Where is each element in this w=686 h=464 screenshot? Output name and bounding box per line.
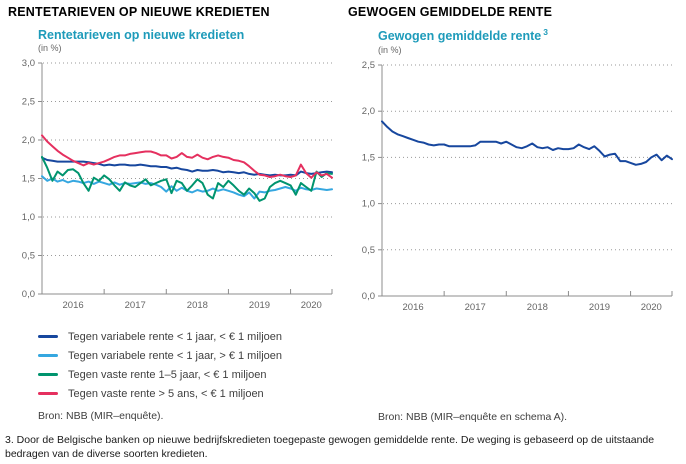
svg-text:2019: 2019 xyxy=(589,302,610,313)
right-chart-header: Gewogen gemiddelde rente 3 (in %) xyxy=(378,27,682,55)
svg-text:2,0: 2,0 xyxy=(22,135,35,146)
svg-text:0,0: 0,0 xyxy=(22,289,35,300)
left-panel: RENTETARIEVEN OP NIEUWE KREDIETEN Rentet… xyxy=(8,5,342,422)
svg-text:0,0: 0,0 xyxy=(362,291,375,302)
right-line-chart: 0,0 0,5 1,0 1,5 2,0 2,5 2016 2017 2018 2019 2020 xyxy=(348,58,682,321)
svg-text:0,5: 0,5 xyxy=(362,244,375,255)
svg-text:2020: 2020 xyxy=(641,302,662,313)
legend-line-swatch xyxy=(38,335,58,339)
left-chart-header: Rentetarieven op nieuwe kredieten (in %) xyxy=(38,28,342,53)
svg-text:0,5: 0,5 xyxy=(22,251,35,262)
svg-text:2,5: 2,5 xyxy=(362,60,375,71)
left-chart-legend: Tegen variabele rente < 1 jaar, < € 1 mi… xyxy=(38,327,342,403)
legend-line-swatch xyxy=(38,354,58,358)
svg-text:1,5: 1,5 xyxy=(362,152,375,163)
left-panel-heading: RENTETARIEVEN OP NIEUWE KREDIETEN xyxy=(8,5,270,19)
svg-text:2019: 2019 xyxy=(249,300,270,311)
svg-text:2017: 2017 xyxy=(465,302,486,313)
left-line-chart: 0,0 0,5 1,0 1,5 2,0 2,5 3,0 2016 2017 2018 2019 202… xyxy=(8,56,342,319)
right-chart-source: Bron: NBB (MIR–enquête en schema A). xyxy=(378,410,568,423)
legend-item: Tegen variabele rente < 1 jaar, > € 1 mi… xyxy=(38,346,342,365)
chart-canvas: 0,0 0,5 1,0 1,5 2,0 2,5 2016 2017 2018 2019 2020 xyxy=(362,60,673,313)
svg-text:2016: 2016 xyxy=(403,302,424,313)
svg-text:2017: 2017 xyxy=(125,300,146,311)
legend-label: Tegen variabele rente < 1 jaar, < € 1 mi… xyxy=(68,330,283,343)
right-chart-title-text: Gewogen gemiddelde rente xyxy=(378,29,542,44)
svg-text:2,0: 2,0 xyxy=(362,106,375,117)
svg-text:2018: 2018 xyxy=(527,302,548,313)
left-chart-source: Bron: NBB (MIR–enquête). xyxy=(38,410,164,423)
svg-text:2020: 2020 xyxy=(301,300,322,311)
right-chart-unit-label: (in %) xyxy=(378,44,402,55)
svg-text:1,0: 1,0 xyxy=(362,198,375,209)
footnote-reference: 3 xyxy=(543,27,548,37)
left-chart-title: Rentetarieven op nieuwe kredieten xyxy=(38,28,245,42)
right-chart-title: Gewogen gemiddelde rente 3 xyxy=(378,27,682,44)
right-panel-heading: GEWOGEN GEMIDDELDE RENTE xyxy=(348,5,553,19)
svg-text:2,5: 2,5 xyxy=(22,97,35,108)
right-panel: GEWOGEN GEMIDDELDE RENTE Gewogen gemidde… xyxy=(348,5,682,423)
legend-item: Tegen vaste rente > 5 ans, < € 1 miljoen xyxy=(38,384,342,403)
chart-canvas: 0,0 0,5 1,0 1,5 2,0 2,5 3,0 2016 2017 2018 2019 202… xyxy=(22,58,333,311)
svg-text:3,0: 3,0 xyxy=(22,58,35,69)
svg-text:1,0: 1,0 xyxy=(22,212,35,223)
svg-text:1,5: 1,5 xyxy=(22,174,35,185)
legend-label: Tegen variabele rente < 1 jaar, > € 1 mi… xyxy=(68,349,283,362)
legend-item: Tegen vaste rente 1–5 jaar, < € 1 miljoe… xyxy=(38,365,342,384)
legend-label: Tegen vaste rente 1–5 jaar, < € 1 miljoe… xyxy=(68,368,267,381)
legend-line-swatch xyxy=(38,392,58,396)
svg-text:2016: 2016 xyxy=(63,300,84,311)
left-chart-unit-label: (in %) xyxy=(38,43,62,54)
legend-line-swatch xyxy=(38,373,58,377)
legend-item: Tegen variabele rente < 1 jaar, < € 1 mi… xyxy=(38,327,342,346)
legend-label: Tegen vaste rente > 5 ans, < € 1 miljoen xyxy=(68,387,264,400)
svg-text:2018: 2018 xyxy=(187,300,208,311)
page-footnote: 3. Door de Belgische banken op nieuwe be… xyxy=(5,434,655,460)
